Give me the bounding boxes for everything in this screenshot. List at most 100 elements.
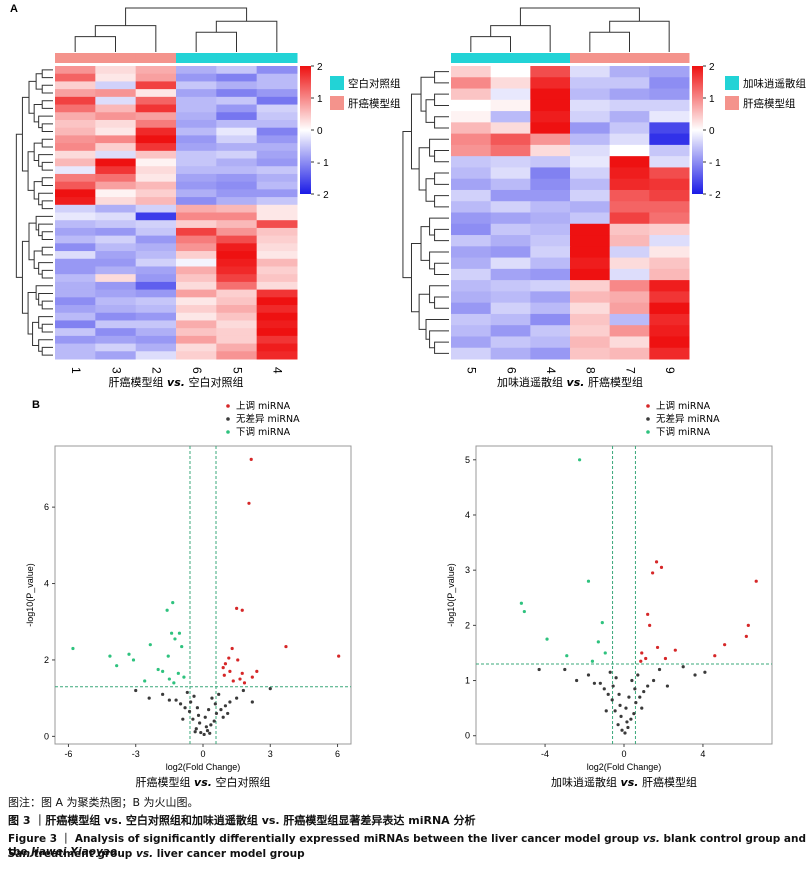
heatmap-cell (609, 336, 650, 349)
heatmap-cell (570, 122, 611, 135)
heatmap-cell (490, 77, 531, 90)
heatmap-cell (216, 251, 258, 260)
x-tick-label: -3 (132, 749, 140, 759)
group-annotation-cell (216, 53, 258, 63)
data-point (185, 690, 189, 695)
heatmap-cell (55, 281, 96, 291)
data-point (629, 717, 633, 721)
y-tick-label: 3 (465, 565, 470, 575)
heatmap-cell (609, 302, 650, 315)
y-axis-label: -log10(P_value) (446, 563, 456, 627)
figure-caption-cn: 图 3 ｜肝癌模型组 vs. 空白对照组和加味逍遥散组 vs. 肝癌模型组显著差… (8, 814, 476, 827)
row-dendrogram-branch (429, 285, 449, 304)
heatmap-cell (135, 251, 177, 260)
data-point (235, 696, 239, 700)
heatmap-cell (451, 235, 492, 247)
heatmap-cell (216, 197, 258, 206)
data-point (616, 723, 620, 727)
heatmap-cell (216, 328, 258, 337)
heatmap-cell (55, 274, 96, 283)
data-point (657, 667, 662, 672)
heatmap-cell (55, 143, 96, 152)
heatmap-cell (530, 280, 571, 292)
heatmap-cell (490, 66, 531, 78)
heatmap-cell (95, 73, 137, 82)
heatmap-cell (216, 135, 258, 144)
data-point (187, 709, 192, 714)
heatmap-cell (451, 133, 492, 146)
data-point (240, 671, 244, 675)
group-annotation-cell (609, 53, 650, 63)
data-point (161, 692, 165, 696)
heatmap-cell (256, 243, 298, 252)
heatmap-cell (530, 212, 571, 225)
data-point (663, 656, 668, 661)
heatmap-cell (216, 289, 258, 298)
heatmap-cell (530, 77, 571, 90)
heatmap-cell (609, 178, 650, 191)
data-point (575, 678, 579, 683)
data-point (703, 670, 707, 674)
heatmap-cell (55, 119, 96, 129)
heatmap-cell (55, 181, 96, 190)
row-dendrogram-branch (41, 246, 53, 256)
heatmap-cell (256, 189, 298, 198)
data-point (632, 712, 636, 716)
heatmap-cell (256, 112, 298, 121)
heatmap-cell (649, 122, 690, 135)
heatmap-cell (256, 173, 298, 183)
heatmap-cell (216, 158, 258, 167)
heatmap-cell (451, 77, 492, 90)
panel-label-a: A (10, 3, 18, 15)
data-point (227, 656, 231, 660)
heatmap-cell (570, 189, 611, 202)
x-tick-label: 0 (200, 749, 205, 759)
heatmap-cell (649, 246, 690, 259)
heatmap-cell (256, 96, 298, 106)
legend-marker (226, 404, 230, 408)
heatmap-cell (95, 119, 137, 129)
group-annotation-cell (135, 53, 177, 63)
heatmap-cell (55, 266, 96, 275)
heatmap-cell (176, 258, 217, 267)
heatmap-cell (216, 104, 258, 113)
heatmap-cell (176, 235, 217, 244)
heatmap-cell (95, 66, 137, 75)
heatmap-cell (490, 144, 531, 157)
volcano-caption: 加味逍遥散组 vs. 肝癌模型组 (551, 775, 697, 789)
volcano-liver-vs-control: -6 -3 0 3 6 0 2 4 6 log2(Fold Change) -log10(P_val… (25, 401, 352, 789)
heatmap-cell (570, 291, 611, 304)
heatmap-cell (490, 325, 531, 337)
legend-label: 上调 miRNA (656, 401, 711, 412)
heatmap-cell (490, 302, 531, 315)
data-point (639, 659, 643, 663)
heatmap-cell (451, 201, 492, 213)
heatmap-cell (530, 257, 571, 270)
heatmap-cell (95, 135, 137, 144)
heatmap-cell (135, 235, 177, 244)
heatmap-cell (256, 343, 298, 352)
heatmap-cell (530, 156, 571, 168)
heatmap-cell (216, 351, 258, 360)
heatmap-cell (135, 89, 177, 98)
heatmap-cell (135, 66, 177, 75)
heatmap-cell (451, 66, 492, 78)
heatmap-cell (256, 166, 298, 175)
data-point (212, 719, 216, 723)
heatmap-cell (55, 158, 96, 167)
heatmap-cell (256, 104, 298, 113)
data-point (659, 565, 664, 570)
heatmap-cell (135, 297, 177, 306)
heatmap-cell (176, 204, 217, 213)
y-tick-label: 2 (465, 620, 470, 630)
heatmap-cell (135, 351, 177, 360)
heatmap-cell (649, 111, 690, 123)
column-dendrogram-branch (519, 7, 640, 26)
data-point (191, 717, 195, 721)
legend-marker (226, 417, 230, 421)
heatmap-cell (490, 313, 531, 326)
legend-label: 肝癌模型组 (348, 97, 401, 110)
heatmap-cell (216, 73, 258, 82)
